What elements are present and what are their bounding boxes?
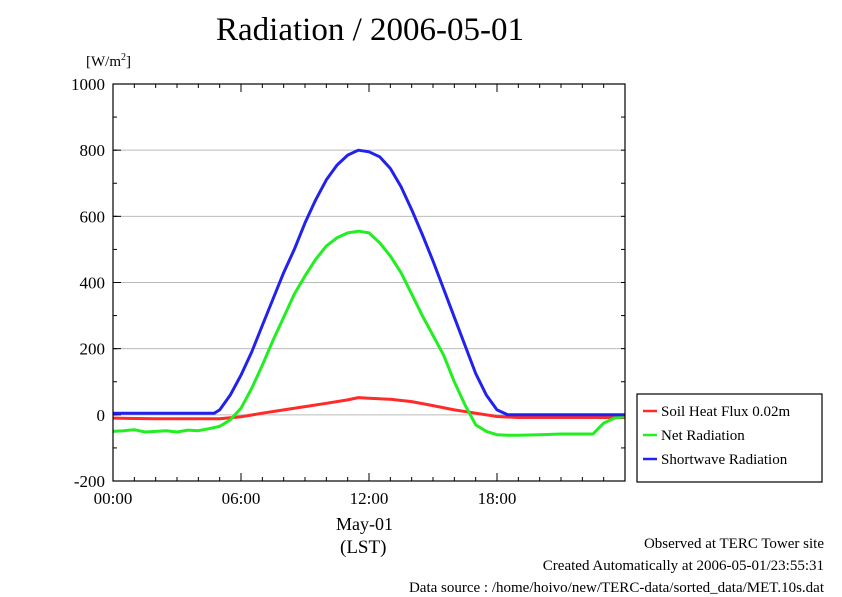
y-axis-unit-label: [W/m2]: [86, 52, 131, 71]
y-tick-label: 1000: [71, 75, 105, 94]
legend-label-0: Soil Heat Flux 0.02m: [661, 404, 791, 420]
y-tick-label: 200: [80, 340, 106, 359]
x-tick-label: 00:00: [94, 489, 133, 508]
footer-site: Observed at TERC Tower site: [643, 536, 824, 552]
x-axis-date-label: May-01: [336, 514, 393, 534]
y-tick-label: 0: [97, 406, 106, 425]
y-tick-label: 800: [80, 141, 106, 160]
y-unit-base: [W/m: [86, 54, 121, 70]
legend-label-1: Net Radiation: [661, 428, 745, 444]
y-tick-label: 600: [80, 207, 106, 226]
x-axis-timezone-label: (LST): [340, 537, 387, 558]
chart-title: Radiation / 2006-05-01: [216, 12, 524, 48]
legend-label-2: Shortwave Radiation: [661, 452, 788, 468]
footer-data-source: Data source : /home/hoivo/new/TERC-data/…: [408, 580, 824, 596]
x-tick-label: 18:00: [478, 489, 517, 508]
x-tick-label: 12:00: [350, 489, 389, 508]
y-tick-label: 400: [80, 274, 106, 293]
y-tick-label: -200: [74, 472, 105, 491]
series-line-2: [113, 148, 625, 417]
x-tick-label: 06:00: [222, 489, 261, 508]
series-line-1: [112, 229, 626, 437]
footer-created: Created Automatically at 2006-05-01/23:5…: [542, 558, 824, 574]
plot-frame: [112, 83, 626, 482]
y-unit-end: ]: [126, 54, 131, 70]
y-unit-exponent: 2: [121, 52, 126, 63]
legend-box: [636, 393, 823, 483]
